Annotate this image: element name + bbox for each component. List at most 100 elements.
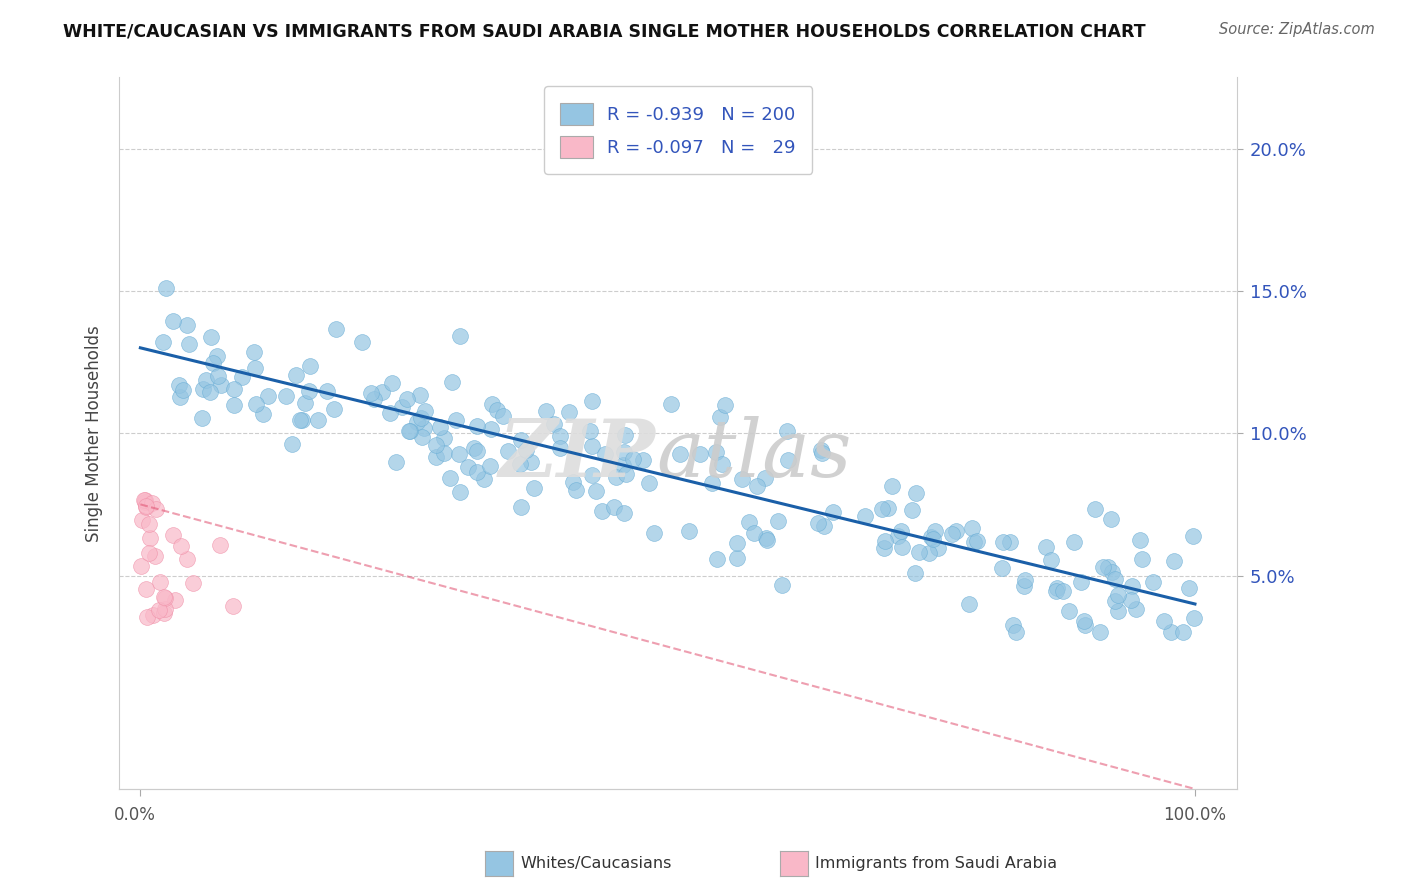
Point — [509, 457, 531, 471]
Point — [1104, 594, 1126, 608]
Point — [172, 384, 194, 398]
Point — [1074, 618, 1097, 632]
Point — [581, 393, 603, 408]
Point — [439, 471, 461, 485]
Point — [352, 334, 374, 349]
Point — [176, 318, 198, 333]
Point — [806, 516, 828, 530]
Point — [153, 602, 176, 616]
Point — [208, 538, 231, 552]
Point — [612, 458, 634, 473]
Point — [921, 532, 943, 546]
Point — [134, 495, 156, 509]
Point — [298, 384, 321, 398]
Point — [222, 398, 245, 412]
Point — [813, 519, 835, 533]
Point — [307, 412, 329, 426]
Point — [135, 609, 157, 624]
Point — [413, 420, 436, 434]
Point — [413, 404, 436, 418]
Point — [145, 502, 167, 516]
Point — [754, 471, 776, 485]
Point — [288, 413, 311, 427]
Point — [920, 530, 942, 544]
Point — [668, 447, 690, 461]
Point — [941, 527, 963, 541]
Point — [446, 413, 468, 427]
Point — [134, 493, 156, 508]
Text: ZIP: ZIP — [499, 416, 655, 493]
Point — [1125, 601, 1147, 615]
Point — [1045, 583, 1067, 598]
Point — [821, 505, 844, 519]
Point — [191, 382, 214, 396]
Point — [991, 561, 1014, 575]
Point — [129, 558, 152, 573]
Point — [243, 344, 266, 359]
Point — [1070, 574, 1092, 589]
Point — [135, 499, 157, 513]
Point — [603, 500, 626, 514]
Point — [298, 359, 321, 374]
Point — [678, 524, 700, 538]
Point — [200, 329, 222, 343]
Text: atlas: atlas — [655, 416, 851, 493]
Y-axis label: Single Mother Households: Single Mother Households — [86, 325, 103, 541]
Point — [411, 429, 433, 443]
Point — [924, 524, 946, 538]
Point — [411, 410, 433, 425]
Point — [252, 407, 274, 421]
Point — [280, 437, 302, 451]
Point — [905, 486, 928, 500]
Point — [543, 417, 565, 432]
Point — [153, 590, 176, 604]
Point — [1178, 581, 1201, 595]
Point — [1171, 625, 1194, 640]
Point — [1001, 618, 1024, 632]
Point — [231, 370, 253, 384]
Point — [890, 524, 912, 538]
Point — [492, 409, 515, 423]
Point — [222, 599, 245, 613]
Point — [409, 388, 432, 402]
Point — [581, 468, 603, 483]
Point — [449, 329, 471, 343]
Point — [1014, 574, 1036, 588]
Point — [391, 401, 413, 415]
Point — [755, 531, 778, 545]
Point — [143, 549, 166, 563]
Point — [593, 448, 616, 462]
Point — [162, 313, 184, 327]
Point — [183, 575, 205, 590]
Point — [1057, 604, 1080, 618]
Point — [643, 526, 665, 541]
Point — [398, 424, 420, 438]
Point — [613, 428, 636, 442]
Point — [778, 453, 800, 467]
Point — [1091, 559, 1114, 574]
Point — [872, 501, 894, 516]
Point — [481, 421, 503, 435]
Point — [440, 376, 463, 390]
Point — [614, 467, 637, 481]
Point — [1052, 584, 1074, 599]
Point — [1104, 572, 1126, 586]
Point — [520, 455, 543, 469]
Point — [585, 483, 607, 498]
Point — [1046, 581, 1069, 595]
Point — [901, 503, 924, 517]
Point — [209, 378, 232, 392]
Point — [1182, 610, 1205, 624]
Point — [385, 455, 408, 469]
Point — [148, 603, 170, 617]
Point — [1119, 592, 1142, 607]
Point — [396, 392, 419, 407]
Point — [360, 386, 382, 401]
Point — [689, 447, 711, 461]
Point — [257, 389, 280, 403]
Point — [872, 541, 894, 555]
Point — [998, 534, 1021, 549]
Point — [465, 465, 488, 479]
Point — [1101, 565, 1123, 579]
Point — [966, 534, 988, 549]
